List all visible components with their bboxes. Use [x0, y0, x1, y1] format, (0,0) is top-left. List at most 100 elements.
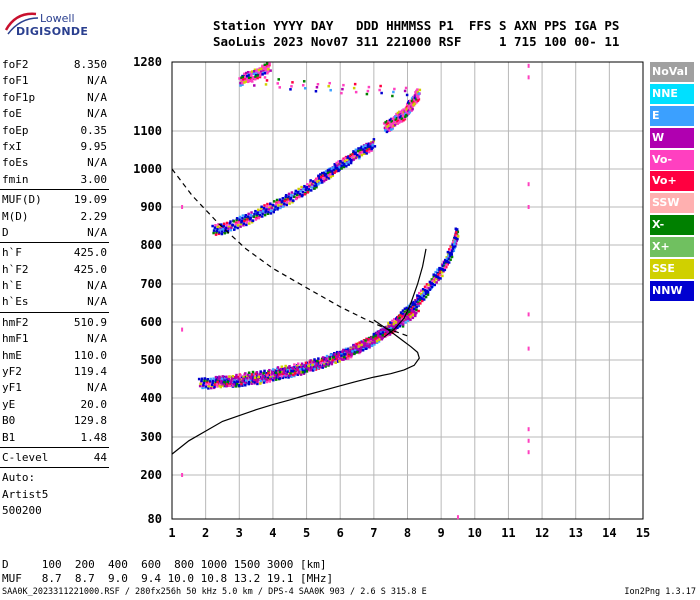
trace-point	[290, 368, 293, 371]
trace-point	[209, 377, 212, 381]
trace-point	[181, 327, 184, 332]
trace-point	[449, 258, 452, 261]
trace-point	[418, 291, 421, 295]
trace-point	[412, 101, 415, 104]
trace-point	[331, 360, 334, 363]
trace-point	[288, 365, 291, 368]
trace-point	[280, 369, 284, 372]
legend-entry-x: X-	[650, 215, 694, 236]
trace-point	[250, 373, 254, 376]
param-label: h`F	[2, 246, 22, 260]
trace-point	[362, 144, 366, 147]
trace-point	[419, 302, 422, 305]
trace-point	[411, 102, 414, 106]
trace-point	[397, 320, 400, 324]
trace-point	[243, 375, 247, 378]
trace-point	[409, 315, 412, 318]
y-tick-label: 700	[140, 277, 162, 291]
param-label: foF1	[2, 74, 29, 88]
trace-point	[450, 252, 453, 256]
trace-point	[309, 189, 313, 192]
trace-point	[264, 209, 268, 212]
scaled-parameters-panel: foF2 8.350 foF1 N/A foF1p N/A foE N/A foEp 0.35 fx…	[0, 57, 112, 520]
y-tick-label: 1100	[133, 124, 162, 138]
trace-point	[269, 377, 272, 381]
trace-point	[346, 156, 349, 159]
trace-point	[366, 342, 369, 346]
trace-point	[369, 339, 373, 342]
trace-point	[394, 118, 397, 121]
trace-point	[232, 383, 236, 386]
trace-point	[364, 347, 368, 351]
trace-point	[266, 212, 270, 215]
legend-entry-ssw: SSW	[650, 193, 694, 214]
autoscale-info: Auto:	[2, 471, 36, 485]
trace-point	[214, 223, 217, 227]
trace-point	[399, 112, 403, 115]
trace-point	[414, 299, 417, 302]
trace-point	[270, 206, 273, 210]
trace-point	[256, 68, 259, 71]
trace-point	[396, 122, 399, 125]
trace-point	[426, 290, 430, 294]
trace-point	[331, 172, 335, 176]
trace-point	[395, 112, 398, 116]
param-row: MUF(D) 19.09	[0, 192, 112, 208]
trace-point	[240, 219, 244, 223]
trace-point	[314, 181, 317, 185]
trace-point	[387, 119, 390, 123]
trace-point	[387, 124, 391, 127]
trace-point	[368, 148, 371, 151]
trace-point	[370, 341, 374, 345]
trace-point	[331, 174, 335, 177]
trace-point	[365, 337, 368, 341]
trace-point	[374, 334, 378, 338]
trace-point	[419, 292, 423, 296]
trace-point	[379, 332, 382, 336]
trace-point	[317, 357, 320, 360]
trace-point	[324, 170, 328, 173]
param-value: 20.0	[80, 397, 108, 411]
trace-point	[264, 66, 268, 69]
trace-point	[252, 215, 256, 219]
trace-point	[310, 183, 314, 186]
trace-point	[206, 377, 210, 381]
trace-point	[313, 367, 316, 371]
trace-point	[245, 376, 249, 380]
trace-point	[351, 153, 354, 156]
param-value: 9.95	[80, 139, 108, 153]
trace-point	[316, 359, 319, 363]
trace-point	[237, 220, 241, 223]
trace-point	[340, 353, 343, 356]
param-value: N/A	[87, 74, 107, 88]
trace-point	[340, 164, 343, 167]
trace-point	[338, 358, 341, 362]
trace-point	[247, 222, 251, 225]
trace-point	[287, 192, 291, 196]
trace-point	[416, 88, 419, 91]
trace-point	[405, 312, 409, 315]
trace-point	[327, 360, 331, 363]
trace-point	[434, 270, 437, 274]
polarization-legend: NoVal NNE E W Vo- Vo+ SSW X- X+ SSE NNW	[650, 62, 694, 303]
trace-point	[242, 224, 245, 227]
trace-point	[453, 235, 457, 238]
trace-point	[527, 182, 530, 187]
trace-point	[389, 122, 392, 126]
x-tick-label: 6	[337, 526, 344, 540]
trace-point	[235, 217, 239, 220]
trace-point	[340, 354, 343, 357]
trace-point	[319, 365, 322, 369]
trace-point	[415, 89, 418, 93]
trace-point	[274, 378, 278, 381]
trace-point	[200, 379, 203, 383]
trace-point	[406, 101, 410, 104]
param-label: foE	[2, 107, 22, 121]
trace-point	[401, 312, 405, 315]
trace-point	[341, 158, 345, 162]
trace-point	[397, 121, 401, 124]
trace-point	[453, 236, 456, 240]
trace-point	[292, 199, 295, 203]
trace-point	[331, 358, 335, 362]
trace-point	[284, 198, 287, 201]
